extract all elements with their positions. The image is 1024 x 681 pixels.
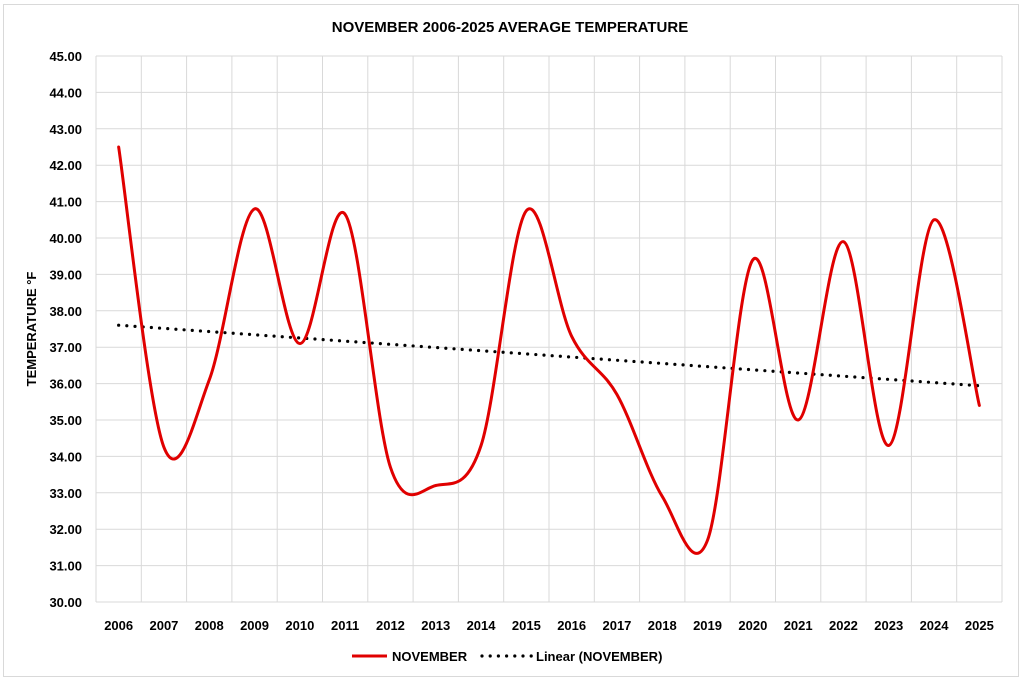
y-tick-label: 44.00 (49, 85, 82, 100)
series-layer (117, 145, 981, 555)
y-tick-label: 41.00 (49, 195, 82, 210)
x-tick-label: 2008 (195, 618, 224, 633)
x-tick-label: 2022 (829, 618, 858, 633)
x-tick-label: 2021 (784, 618, 813, 633)
x-tick-label: 2007 (149, 618, 178, 633)
x-tick-label: 2013 (421, 618, 450, 633)
y-tick-label: 31.00 (49, 559, 82, 574)
y-tick-label: 45.00 (49, 49, 82, 64)
y-tick-label: 42.00 (49, 158, 82, 173)
y-tick-label: 40.00 (49, 231, 82, 246)
x-tick-label: 2011 (331, 618, 359, 633)
x-tick-label: 2024 (920, 618, 950, 633)
x-tick-label: 2019 (693, 618, 722, 633)
x-tick-label: 2009 (240, 618, 269, 633)
legend-label-linear: Linear (NOVEMBER) (536, 649, 662, 664)
x-axis-ticks: 2006 2007 2008 2009 2010 2011 2012 2013 2014 2015… (104, 618, 994, 633)
y-tick-label: 36.00 (49, 377, 82, 392)
y-tick-label: 33.00 (49, 486, 82, 501)
x-tick-label: 2016 (557, 618, 586, 633)
x-tick-label: 2006 (104, 618, 133, 633)
legend-label-november: NOVEMBER (392, 649, 468, 664)
legend: NOVEMBER Linear (NOVEMBER) (352, 649, 662, 664)
x-tick-label: 2012 (376, 618, 405, 633)
x-tick-label: 2015 (512, 618, 541, 633)
chart-frame (3, 4, 1019, 677)
y-tick-label: 43.00 (49, 122, 82, 137)
x-tick-label: 2014 (467, 618, 497, 633)
y-tick-label: 38.00 (49, 304, 82, 319)
x-tick-label: 2020 (738, 618, 767, 633)
y-tick-label: 35.00 (49, 413, 82, 428)
y-axis-ticks: 30.00 31.00 32.00 33.00 34.00 35.00 36.00 37.00… (49, 49, 82, 610)
x-tick-label: 2017 (602, 618, 631, 633)
x-tick-label: 2025 (965, 618, 994, 633)
x-tick-label: 2010 (285, 618, 314, 633)
chart-title: NOVEMBER 2006-2025 AVERAGE TEMPERATURE (332, 19, 688, 36)
y-axis-label: TEMPERATURE °F (24, 272, 39, 387)
series-line-november (117, 145, 981, 555)
y-tick-label: 30.00 (49, 595, 82, 610)
y-tick-label: 37.00 (49, 340, 82, 355)
x-tick-label: 2018 (648, 618, 677, 633)
x-tick-label: 2023 (874, 618, 903, 633)
y-tick-label: 39.00 (49, 267, 82, 282)
y-tick-label: 34.00 (49, 449, 82, 464)
gridlines (95, 55, 1003, 603)
y-tick-label: 32.00 (49, 522, 82, 537)
